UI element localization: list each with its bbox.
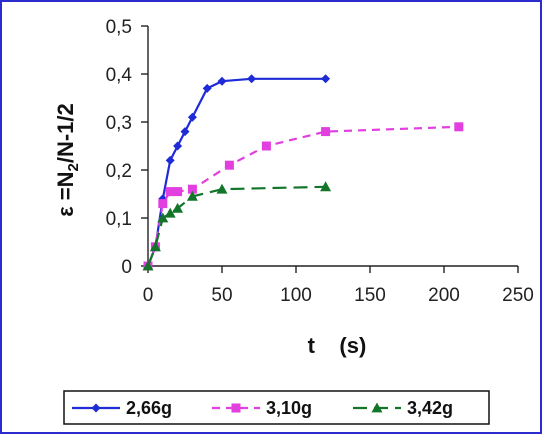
data-point bbox=[165, 187, 175, 197]
data-point bbox=[216, 183, 228, 194]
legend-swatch-marker bbox=[371, 402, 383, 413]
y-axis-title-main: ε =N bbox=[53, 171, 78, 216]
data-point bbox=[320, 181, 332, 192]
series-layer bbox=[142, 74, 464, 271]
data-point bbox=[165, 155, 175, 165]
data-point bbox=[224, 160, 234, 170]
y-tick-label: 0,2 bbox=[106, 161, 132, 182]
y-axis-title: ε =N2/N-1/2 bbox=[53, 103, 82, 217]
legend-label-3: 3,42g bbox=[407, 398, 453, 418]
x-tick-label: 150 bbox=[354, 285, 386, 306]
x-tick-label: 100 bbox=[280, 285, 312, 306]
tick-labels: 0 0,1 0,2 0,3 0,4 0,5 0 50 100 150 200 250 bbox=[106, 17, 534, 306]
data-point bbox=[142, 260, 154, 271]
data-point bbox=[321, 74, 331, 84]
data-point bbox=[164, 207, 176, 218]
y-tick-label: 0,4 bbox=[106, 65, 133, 86]
y-tick-label: 0,3 bbox=[106, 113, 132, 134]
legend-label-1: 2,66g bbox=[126, 398, 172, 418]
y-tick-label: 0,5 bbox=[106, 17, 132, 38]
data-point bbox=[186, 190, 198, 201]
data-point bbox=[321, 127, 331, 137]
data-point bbox=[173, 141, 183, 151]
data-point bbox=[217, 76, 227, 86]
legend-swatch-marker bbox=[231, 403, 241, 413]
data-point bbox=[173, 187, 183, 197]
plot-background bbox=[148, 26, 518, 266]
data-point bbox=[261, 141, 271, 151]
x-axis-title: t (s) bbox=[308, 333, 367, 358]
legend: 2,66g 3,10g 3,42g bbox=[63, 390, 490, 425]
data-point bbox=[172, 202, 184, 213]
data-point bbox=[158, 199, 168, 209]
series-line bbox=[146, 125, 459, 267]
y-tick-label: 0,1 bbox=[106, 209, 132, 230]
plot-area bbox=[148, 26, 518, 266]
x-tick-label: 200 bbox=[428, 285, 460, 306]
x-tick-label: 250 bbox=[502, 285, 534, 306]
y-axis-title-rest: /N-1/2 bbox=[53, 103, 78, 163]
x-tick-label: 50 bbox=[211, 285, 232, 306]
legend-label-2: 3,10g bbox=[266, 398, 312, 418]
y-tick-label: 0 bbox=[121, 257, 132, 278]
data-point bbox=[149, 241, 161, 252]
x-tick-label: 0 bbox=[143, 285, 154, 306]
data-point bbox=[247, 74, 257, 84]
series-3 bbox=[142, 181, 332, 271]
data-point bbox=[187, 112, 197, 122]
legend-box bbox=[63, 390, 490, 425]
data-point bbox=[157, 212, 169, 223]
legend-swatch-marker bbox=[91, 403, 101, 413]
y-axis-title-subscript: 2 bbox=[65, 163, 82, 171]
data-point bbox=[187, 184, 197, 194]
data-point bbox=[180, 127, 190, 137]
data-point bbox=[454, 122, 464, 132]
data-point bbox=[202, 83, 212, 93]
